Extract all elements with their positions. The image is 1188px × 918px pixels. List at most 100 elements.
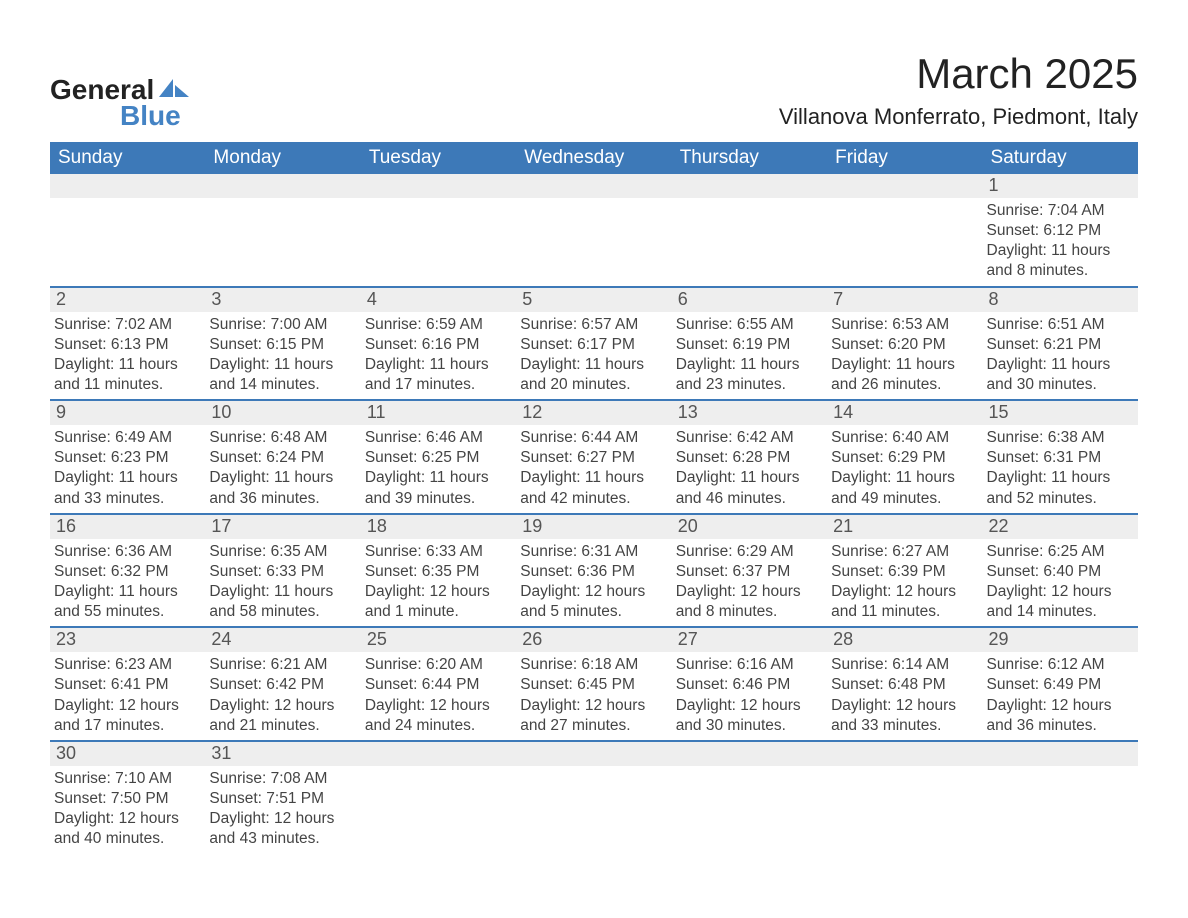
day-cell: 3Sunrise: 7:00 AMSunset: 6:15 PMDaylight… [205,288,360,400]
day-cell: 8Sunrise: 6:51 AMSunset: 6:21 PMDaylight… [983,288,1138,400]
day-body: Sunrise: 7:08 AMSunset: 7:51 PMDaylight:… [205,766,360,854]
sunrise-text: Sunrise: 6:33 AM [365,542,512,562]
day-cell: 14Sunrise: 6:40 AMSunset: 6:29 PMDayligh… [827,401,982,513]
day-cell: 7Sunrise: 6:53 AMSunset: 6:20 PMDaylight… [827,288,982,400]
day-cell: 22Sunrise: 6:25 AMSunset: 6:40 PMDayligh… [983,515,1138,627]
daylight-text: Daylight: 11 hours and 58 minutes. [209,582,356,622]
day-number: 9 [50,401,205,425]
sunset-text: Sunset: 6:13 PM [54,335,201,355]
daylight-text: Daylight: 11 hours and 30 minutes. [987,355,1134,395]
calendar-header-row: Sunday Monday Tuesday Wednesday Thursday… [50,142,1138,174]
sunrise-text: Sunrise: 6:25 AM [987,542,1134,562]
day-number [827,174,982,198]
day-body [672,198,827,276]
day-cell: 30Sunrise: 7:10 AMSunset: 7:50 PMDayligh… [50,742,205,854]
day-cell: 11Sunrise: 6:46 AMSunset: 6:25 PMDayligh… [361,401,516,513]
daylight-text: Daylight: 11 hours and 36 minutes. [209,468,356,508]
day-number: 13 [672,401,827,425]
daylight-text: Daylight: 12 hours and 14 minutes. [987,582,1134,622]
sunset-text: Sunset: 6:16 PM [365,335,512,355]
daylight-text: Daylight: 12 hours and 40 minutes. [54,809,201,849]
day-cell: 18Sunrise: 6:33 AMSunset: 6:35 PMDayligh… [361,515,516,627]
sunset-text: Sunset: 6:24 PM [209,448,356,468]
day-header: Sunday [50,142,205,174]
week-row: 9 Sunrise: 6:49 AMSunset: 6:23 PM Daylight… [50,399,1138,513]
sunrise-text: Sunrise: 6:36 AM [54,542,201,562]
sunset-text: Sunset: 6:27 PM [520,448,667,468]
sunset-text: Sunset: 6:23 PM [54,448,201,468]
day-cell: 10Sunrise: 6:48 AMSunset: 6:24 PMDayligh… [205,401,360,513]
day-cell: 2Sunrise: 7:02 AMSunset: 6:13 PMDaylight… [50,288,205,400]
day-body: Sunrise: 6:55 AMSunset: 6:19 PMDaylight:… [672,312,827,400]
day-number [516,742,671,766]
day-number [361,742,516,766]
day-body: Sunrise: 6:27 AMSunset: 6:39 PMDaylight:… [827,539,982,627]
day-cell: 9Sunrise: 6:49 AMSunset: 6:23 PMDaylight… [50,401,205,513]
day-number: 29 [983,628,1138,652]
day-number: 20 [672,515,827,539]
day-number: 26 [516,628,671,652]
sunrise-text: Sunrise: 7:10 AM [54,769,201,789]
daylight-text: Daylight: 11 hours and 14 minutes. [209,355,356,395]
day-number: 8 [983,288,1138,312]
sunset-text: Sunset: 6:46 PM [676,675,823,695]
sunrise-text: Sunrise: 6:27 AM [831,542,978,562]
daylight-text: Daylight: 11 hours and 49 minutes. [831,468,978,508]
sunset-text: Sunset: 6:17 PM [520,335,667,355]
sunset-text: Sunset: 6:45 PM [520,675,667,695]
sunrise-text: Sunrise: 6:49 AM [54,428,201,448]
daylight-text: Daylight: 11 hours and 17 minutes. [365,355,512,395]
day-number: 16 [50,515,205,539]
day-number: 5 [516,288,671,312]
day-body: Sunrise: 6:16 AMSunset: 6:46 PMDaylight:… [672,652,827,740]
day-header: Saturday [983,142,1138,174]
day-number: 7 [827,288,982,312]
daylight-text: Daylight: 11 hours and 52 minutes. [987,468,1134,508]
daylight-text: Daylight: 12 hours and 33 minutes. [831,696,978,736]
daylight-text: Daylight: 11 hours and 39 minutes. [365,468,512,508]
day-header: Monday [205,142,360,174]
day-cell: 25Sunrise: 6:20 AMSunset: 6:44 PMDayligh… [361,628,516,740]
day-cell [50,174,205,286]
sunrise-text: Sunrise: 6:12 AM [987,655,1134,675]
sunrise-text: Sunrise: 6:23 AM [54,655,201,675]
day-cell: 20Sunrise: 6:29 AMSunset: 6:37 PMDayligh… [672,515,827,627]
daylight-text: Daylight: 12 hours and 8 minutes. [676,582,823,622]
day-cell: 26Sunrise: 6:18 AMSunset: 6:45 PMDayligh… [516,628,671,740]
week-row: 16Sunrise: 6:36 AMSunset: 6:32 PMDayligh… [50,513,1138,627]
sunrise-text: Sunrise: 6:51 AM [987,315,1134,335]
day-body [361,766,516,844]
day-body: Sunrise: 6:53 AMSunset: 6:20 PMDaylight:… [827,312,982,400]
day-number [50,174,205,198]
day-number: 21 [827,515,982,539]
sunrise-text: Sunrise: 6:14 AM [831,655,978,675]
daylight-text: Daylight: 11 hours and 55 minutes. [54,582,201,622]
day-cell: 29Sunrise: 6:12 AMSunset: 6:49 PMDayligh… [983,628,1138,740]
day-body: Sunrise: 6:21 AMSunset: 6:42 PMDaylight:… [205,652,360,740]
day-number: 25 [361,628,516,652]
brand-logo: General Blue [50,50,189,132]
day-cell: 19Sunrise: 6:31 AMSunset: 6:36 PMDayligh… [516,515,671,627]
day-body: Sunrise: 6:46 AMSunset: 6:25 PMDaylight:… [361,425,516,513]
day-body: Sunrise: 6:42 AMSunset: 6:28 PMDaylight:… [672,425,827,513]
day-body [516,198,671,276]
day-body [827,198,982,276]
sunrise-text: Sunrise: 6:31 AM [520,542,667,562]
day-cell: 12Sunrise: 6:44 AMSunset: 6:27 PMDayligh… [516,401,671,513]
day-number: 28 [827,628,982,652]
sunrise-text: Sunrise: 7:02 AM [54,315,201,335]
page-subtitle: Villanova Monferrato, Piedmont, Italy [779,104,1138,130]
day-cell: 28Sunrise: 6:14 AMSunset: 6:48 PMDayligh… [827,628,982,740]
sunset-text: Sunset: 6:48 PM [831,675,978,695]
sunrise-text: Sunrise: 6:48 AM [209,428,356,448]
day-number: 23 [50,628,205,652]
week-row: 2Sunrise: 7:02 AMSunset: 6:13 PMDaylight… [50,286,1138,400]
day-number [361,174,516,198]
daylight-text: Daylight: 12 hours and 30 minutes. [676,696,823,736]
sunrise-text: Sunrise: 6:20 AM [365,655,512,675]
day-body: Sunrise: 6:23 AMSunset: 6:41 PMDaylight:… [50,652,205,740]
day-body: Sunrise: 6:14 AMSunset: 6:48 PMDaylight:… [827,652,982,740]
day-body: Sunrise: 6:31 AMSunset: 6:36 PMDaylight:… [516,539,671,627]
day-body [516,766,671,844]
daylight-text: Daylight: 11 hours and 20 minutes. [520,355,667,395]
